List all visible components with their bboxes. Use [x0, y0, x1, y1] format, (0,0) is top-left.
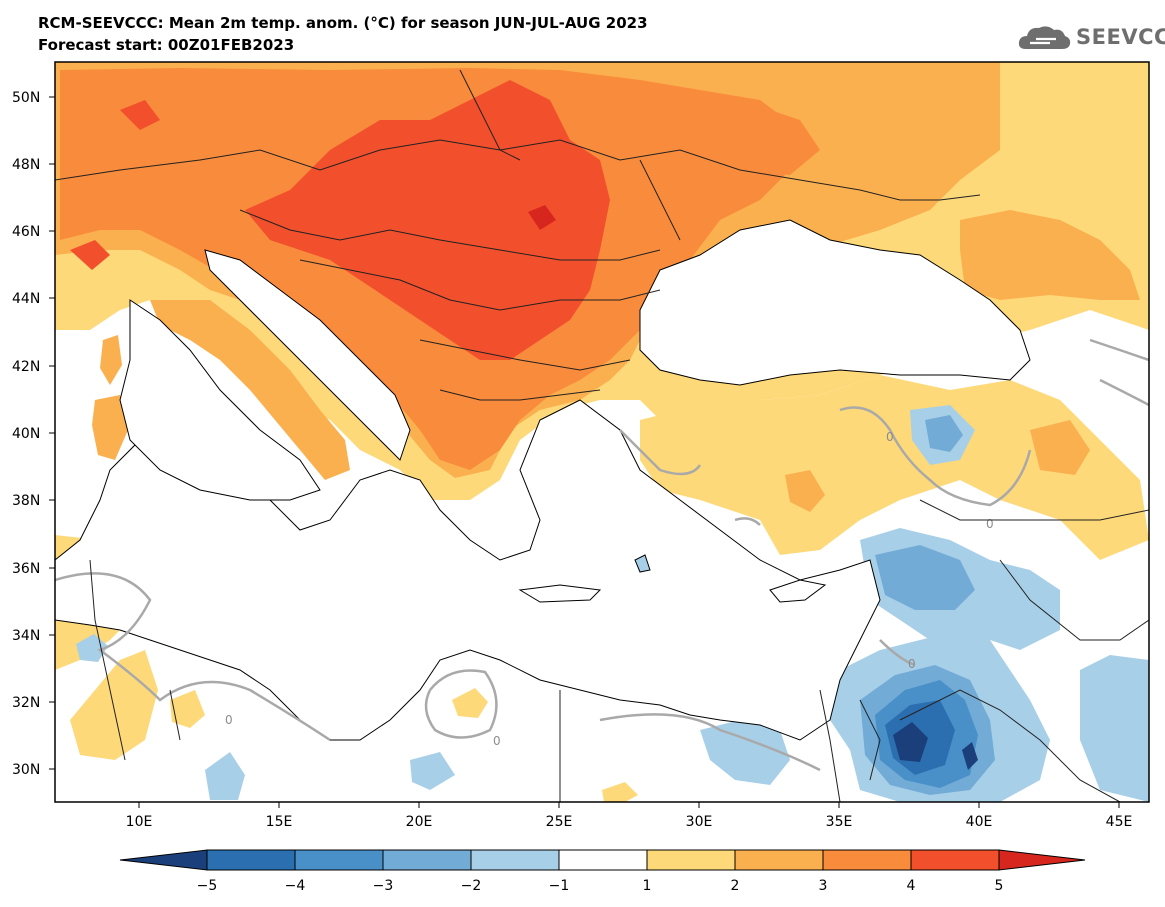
lat-label-30n: 30N — [12, 762, 40, 778]
anomaly-plus4-main — [245, 80, 610, 360]
lat-label-38n: 38N — [12, 493, 40, 509]
cloud-icon — [1018, 26, 1071, 49]
anomaly-plus5-romania — [528, 205, 556, 230]
anomaly-plus2-russia — [960, 210, 1140, 300]
tyrrhenian-sea — [119, 299, 321, 501]
lat-label-50n: 50N — [12, 90, 40, 106]
map-plot: 0 0 0 0 0 — [55, 62, 1149, 802]
forecast-start: Forecast start: 00Z01FEB2023 — [38, 36, 295, 54]
colorbar-bin-plus1-plus2 — [646, 849, 736, 871]
lat-label-46n: 46N — [12, 224, 40, 240]
colorbar: −5 −4 −3 −2 −1 1 2 3 4 5 — [119, 849, 1086, 894]
anomaly-plus1-anatolia — [640, 375, 1149, 560]
anomaly-plus2-italy — [150, 300, 350, 480]
colorbar-bin-plus4-plus5 — [910, 849, 1000, 871]
anomaly-plus1-cyrenaica — [452, 688, 488, 718]
colorbar-label-minus1: −1 — [549, 878, 570, 894]
seevccc-logo: SEEVCCC — [1016, 22, 1165, 52]
colorbar-label-minus5: −5 — [197, 878, 218, 894]
lat-label-48n: 48N — [12, 157, 40, 173]
colorbar-label-minus3: −3 — [373, 878, 394, 894]
colorbar-bin-minus5-minus4 — [206, 849, 296, 871]
anomaly-plus1-libya-east — [170, 690, 205, 728]
lat-label-42n: 42N — [12, 359, 40, 375]
lon-label-10e: 10E — [126, 814, 153, 830]
longitude-axis: 10E 15E 20E 25E 30E 35E 40E 45E — [126, 802, 1133, 830]
adriatic-sea — [204, 249, 411, 461]
black-sea — [639, 219, 1031, 386]
lat-label-34n: 34N — [12, 628, 40, 644]
lon-label-45e: 45E — [1106, 814, 1133, 830]
anomaly-minus1-egypt — [700, 720, 790, 785]
anomaly-minus1-libya — [205, 752, 245, 800]
latitude-axis: 50N 48N 46N 44N 42N 40N 38N 36N 34N 32N … — [12, 90, 55, 778]
colorbar-label-plus4: 4 — [907, 878, 916, 894]
lat-label-44n: 44N — [12, 291, 40, 307]
map-title: RCM-SEEVCCC: Mean 2m temp. anom. (°C) fo… — [38, 14, 648, 32]
colorbar-label-plus5: 5 — [995, 878, 1004, 894]
colorbar-label-plus3: 3 — [819, 878, 828, 894]
colorbar-arrow-right — [998, 849, 1086, 871]
colorbar-label-minus2: −2 — [461, 878, 482, 894]
anomaly-plus2-turkey-center — [785, 470, 825, 512]
anomaly-minus2-turkey — [925, 415, 963, 452]
contour-label-zero-4: 0 — [225, 713, 233, 727]
lat-label-32n: 32N — [12, 695, 40, 711]
anomaly-minus5-iraq — [962, 742, 978, 770]
lat-label-40n: 40N — [12, 426, 40, 442]
lat-label-36n: 36N — [12, 561, 40, 577]
anomaly-plus2-sardinia — [92, 395, 128, 460]
anomaly-minus1-libya-coast — [410, 752, 455, 790]
country-borders — [55, 69, 1149, 802]
colorbar-bin-minus1-plus1 — [558, 849, 648, 871]
colorbar-label-minus4: −4 — [285, 878, 306, 894]
lon-label-20e: 20E — [406, 814, 433, 830]
anomaly-minus5-jordan — [893, 722, 928, 762]
zero-contours — [55, 338, 1149, 772]
contour-label-zero-1: 0 — [886, 430, 894, 444]
contour-label-zero-5: 0 — [493, 734, 501, 748]
contour-label-zero-2: 0 — [986, 517, 994, 531]
lon-label-30e: 30E — [686, 814, 713, 830]
lon-label-25e: 25E — [546, 814, 573, 830]
colorbar-label-plus2: 2 — [731, 878, 740, 894]
anomaly-minus1-iraq — [1080, 655, 1149, 802]
contour-label-zero-3: 0 — [908, 657, 916, 671]
anomaly-minus2-syria — [875, 545, 975, 610]
colorbar-label-plus1: 1 — [643, 878, 652, 894]
logo-text: SEEVCCC — [1076, 25, 1165, 49]
lon-label-35e: 35E — [826, 814, 853, 830]
colorbar-bin-minus3-minus2 — [382, 849, 472, 871]
lon-label-40e: 40E — [966, 814, 993, 830]
colorbar-bin-minus4-minus3 — [294, 849, 384, 871]
colorbar-bin-plus3-plus4 — [822, 849, 912, 871]
lon-label-15e: 15E — [266, 814, 293, 830]
anomaly-plus2-turkey-east — [1030, 420, 1090, 475]
anomaly-plus2-corsica — [100, 335, 122, 385]
islands — [518, 554, 827, 603]
colorbar-bin-plus2-plus3 — [734, 849, 824, 871]
anomaly-plus1-egypt — [602, 782, 638, 802]
anomaly-plus4-france — [70, 240, 110, 270]
map-frame — [54, 61, 1150, 803]
anomaly-plus4-north — [120, 100, 160, 130]
colorbar-bin-minus2-minus1 — [470, 849, 560, 871]
colorbar-arrow-left — [119, 849, 208, 871]
